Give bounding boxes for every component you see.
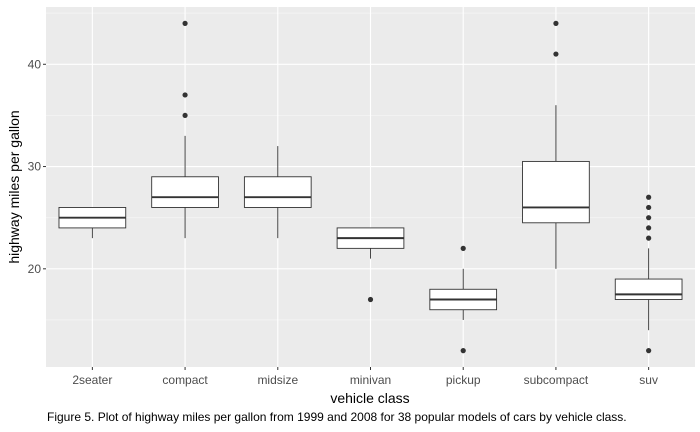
box-suv [614, 194, 683, 354]
outlier-point [646, 348, 652, 354]
box-series [58, 20, 683, 354]
y-axis-ticks: 20 30 40 [28, 57, 46, 276]
x-axis-title: vehicle class [330, 390, 409, 405]
outlier-point [182, 20, 188, 26]
box-minivan [336, 227, 405, 303]
outlier-point [182, 92, 188, 98]
x-tick-label: suv [639, 373, 658, 387]
x-tick-label: minivan [350, 373, 391, 387]
x-tick-label: 2seater [72, 373, 112, 387]
outlier-point [646, 235, 652, 241]
outlier-point [646, 204, 652, 211]
y-tick-label: 20 [28, 262, 42, 276]
outlier-point [646, 225, 652, 231]
boxplot-chart: 20 30 40 2seater compact midsize minivan picku… [6, 7, 695, 405]
outlier-point [646, 215, 652, 221]
outlier-point [553, 20, 559, 26]
figure-caption: Figure 5. Plot of highway miles per gall… [47, 410, 627, 424]
x-tick-label: subcompact [524, 373, 589, 387]
outlier-point [646, 194, 652, 200]
x-tick-label: pickup [446, 373, 481, 387]
outlier-point [553, 51, 559, 57]
outlier-point [460, 245, 466, 251]
box-compact [151, 20, 219, 239]
x-tick-label: compact [162, 373, 208, 387]
box-iqr [522, 160, 590, 224]
outlier-point [367, 296, 374, 303]
y-tick-label: 40 [28, 57, 42, 71]
x-axis-ticks: 2seater compact midsize minivan pickup subcom… [72, 367, 658, 387]
box-midsize [243, 146, 312, 239]
y-axis-title: highway miles per gallon [6, 110, 22, 263]
box-subcompact [522, 20, 590, 269]
box-2seater [58, 207, 127, 239]
x-tick-label: midsize [257, 373, 298, 387]
outlier-point [182, 112, 188, 119]
y-tick-label: 30 [28, 160, 42, 174]
box-pickup [429, 245, 498, 354]
box-iqr [243, 176, 312, 208]
box-iqr [151, 176, 219, 208]
box-iqr [614, 278, 683, 300]
outlier-point [460, 348, 466, 354]
